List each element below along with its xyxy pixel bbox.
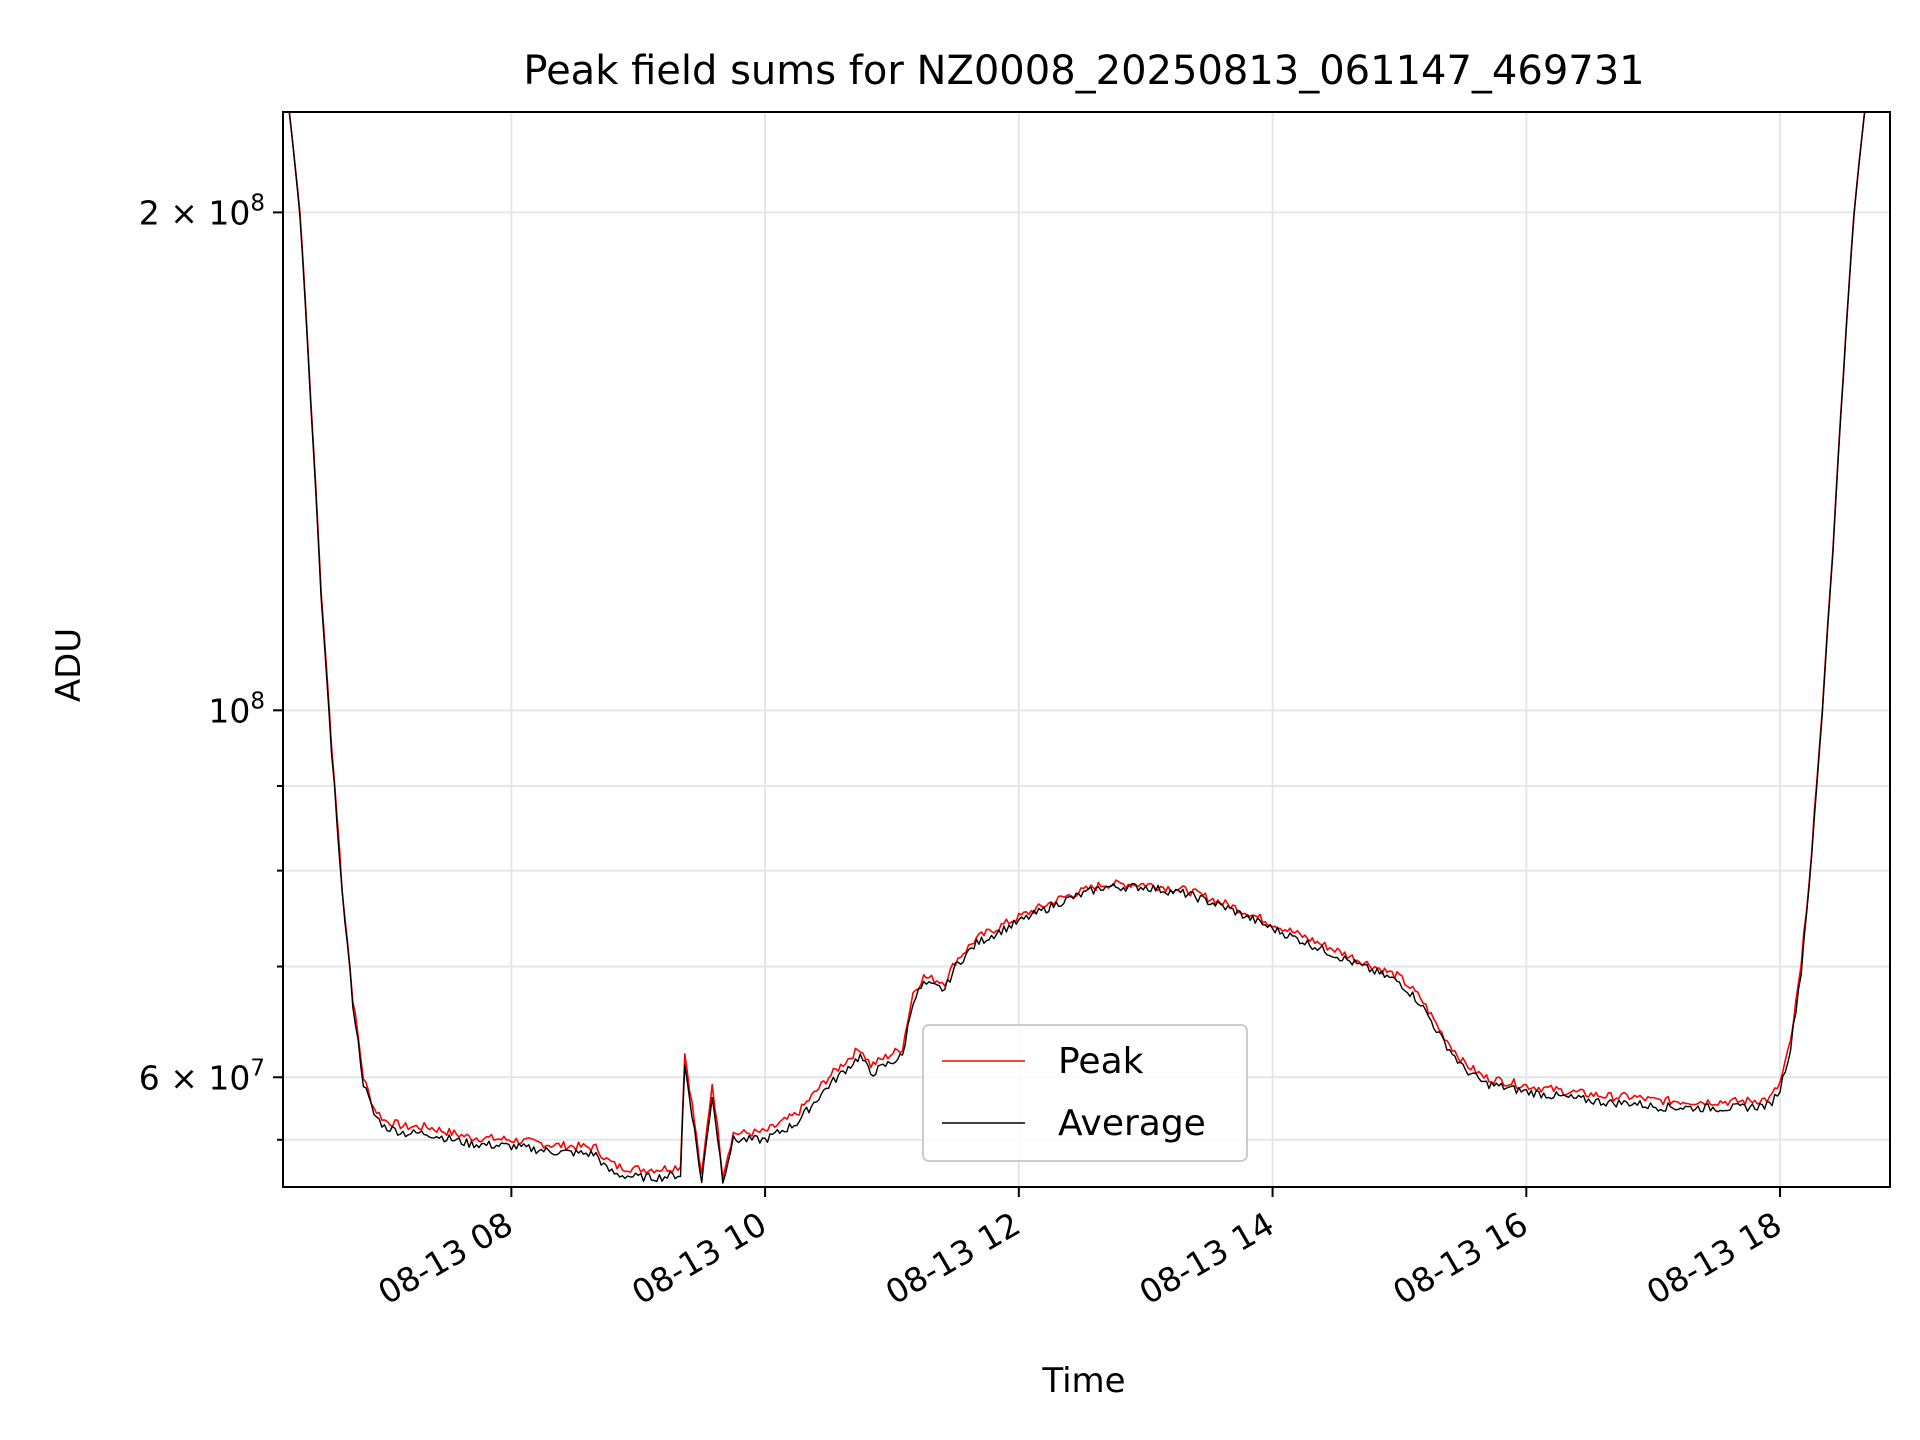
y-tick-label: 6 × 107 (139, 1055, 265, 1097)
series-lines (283, 111, 1890, 1184)
plot-frame (282, 111, 1891, 1188)
y-tick-label: 2 × 108 (139, 190, 265, 232)
legend-box (922, 1024, 1248, 1162)
legend-label-peak: Peak (1058, 1041, 1144, 1082)
chart-title: Peak field sums for NZ0008_20250813_0611… (523, 48, 1644, 94)
y-axis-label: ADU (49, 628, 89, 702)
legend-label-average: Average (1058, 1103, 1206, 1144)
x-axis-label: Time (1041, 1361, 1125, 1401)
legend: Peak Average (922, 1024, 1248, 1162)
series-line-average (283, 111, 1890, 1184)
